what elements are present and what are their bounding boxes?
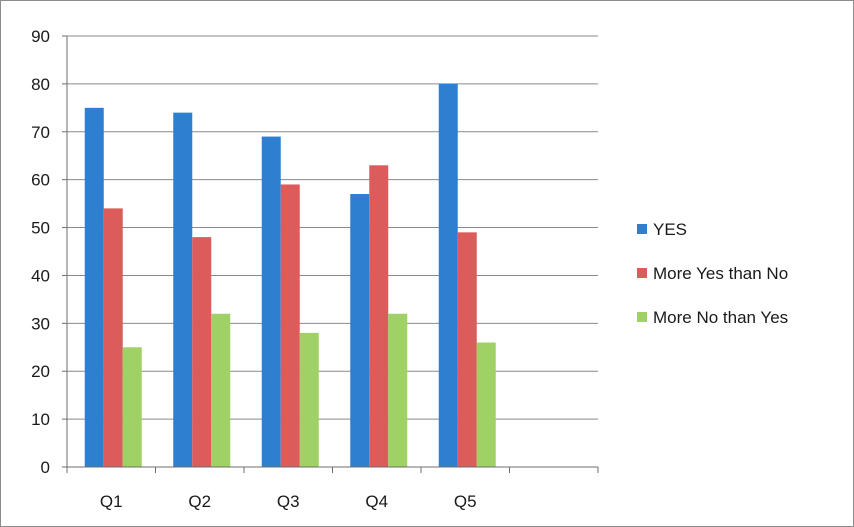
x-tick-label: Q1 <box>100 492 123 511</box>
y-tick-label: 60 <box>31 171 50 190</box>
bar-q3-series-3 <box>299 332 319 467</box>
legend-label: More No than Yes <box>653 308 788 327</box>
x-tick-label: Q4 <box>365 492 388 511</box>
axes <box>62 35 599 473</box>
x-tick-label: Q5 <box>454 492 477 511</box>
gridlines <box>67 35 598 420</box>
x-axis-ticks: Q1 Q2 Q3 Q4 Q5 <box>100 492 477 511</box>
y-tick-label: 30 <box>31 314 50 333</box>
y-tick-label: 20 <box>31 362 50 381</box>
bar-q3-series-1 <box>261 136 281 468</box>
bar-q1-series-2 <box>103 208 123 467</box>
legend-label: YES <box>653 220 687 239</box>
y-tick-label: 90 <box>31 27 50 46</box>
bar-q2-series-3 <box>211 313 231 467</box>
y-axis-ticks: 0 10 20 30 40 50 60 70 80 90 <box>31 27 50 477</box>
legend-label: More Yes than No <box>653 264 788 283</box>
bar-q5-series-1 <box>438 83 458 467</box>
y-tick-label: 50 <box>31 219 50 238</box>
y-tick-label: 80 <box>31 75 50 94</box>
x-tick-label: Q2 <box>188 492 211 511</box>
bar-q5-series-3 <box>476 342 496 467</box>
legend-swatch <box>637 224 647 234</box>
legend-swatch <box>637 268 647 278</box>
bar-q4-series-2 <box>369 165 389 468</box>
y-tick-label: 40 <box>31 266 50 285</box>
bar-q1-series-3 <box>122 347 142 467</box>
bar-q2-series-2 <box>192 237 212 467</box>
y-tick-label: 0 <box>41 458 50 477</box>
bar-q5-series-2 <box>457 232 477 467</box>
bar-q2-series-1 <box>173 112 193 467</box>
legend-swatch <box>637 312 647 322</box>
y-tick-label: 10 <box>31 410 50 429</box>
y-tick-label: 70 <box>31 123 50 142</box>
bar-q3-series-2 <box>280 184 300 467</box>
bar-q1-series-1 <box>84 107 104 467</box>
legend: YES More Yes than No More No than Yes <box>637 220 788 327</box>
bar-q4-series-1 <box>350 194 370 468</box>
bar-q4-series-3 <box>388 313 408 467</box>
x-tick-label: Q3 <box>277 492 300 511</box>
bars <box>84 83 496 468</box>
